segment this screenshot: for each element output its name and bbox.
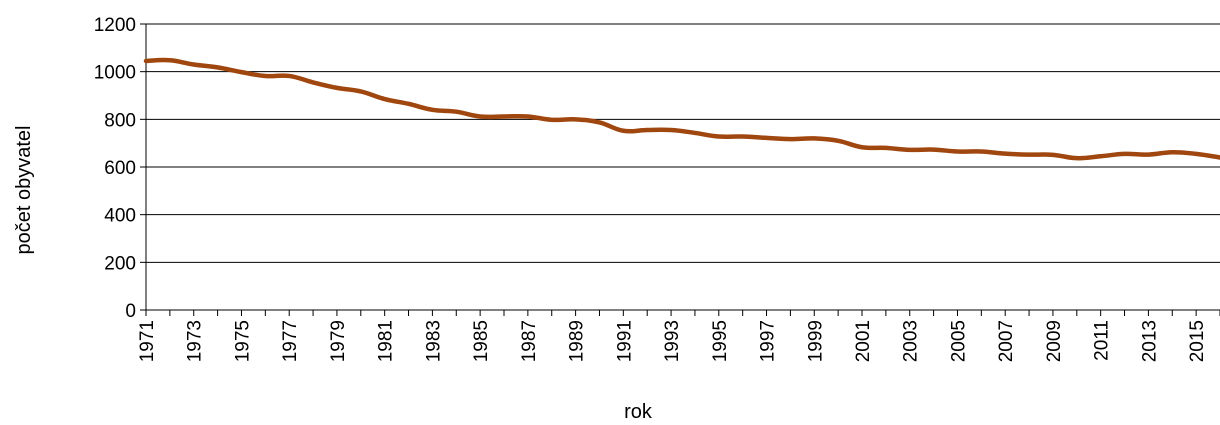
x-tick-label: 2011 — [1092, 320, 1113, 361]
y-tick-label: 200 — [104, 253, 136, 274]
x-tick-label: 2009 — [1044, 320, 1065, 362]
y-tick-label: 800 — [104, 110, 136, 131]
series-line — [143, 57, 1220, 161]
x-tick-label: 2013 — [1139, 320, 1160, 362]
x-tick-label: 1979 — [328, 320, 349, 362]
x-tick-label: 1999 — [805, 320, 826, 362]
x-tick-label: 2005 — [948, 320, 969, 362]
x-axis-title: rok — [624, 401, 653, 423]
gridlines — [146, 23, 1220, 263]
x-tick-label: 1983 — [423, 320, 444, 362]
x-tick-label: 1993 — [662, 320, 683, 362]
series-group — [143, 57, 1220, 161]
x-tick-label: 2007 — [996, 320, 1017, 362]
x-tick-label: 2001 — [853, 320, 874, 362]
y-tick-label: 1000 — [94, 63, 136, 84]
y-tick-labels: 0 200 400 600 800 1000 1200 — [94, 15, 136, 322]
y-tick-label: 1200 — [94, 15, 136, 36]
y-tick-label: 0 — [125, 301, 136, 322]
x-tick-label: 1985 — [471, 320, 492, 362]
x-tick-label: 1975 — [232, 320, 253, 362]
x-tick-label: 1991 — [614, 320, 635, 362]
x-tick-label: 2003 — [901, 320, 922, 362]
x-tick-label: 1981 — [376, 320, 397, 362]
x-tick-label: 1989 — [567, 320, 588, 362]
x-tick-label: 1973 — [185, 320, 206, 362]
x-tick-label: 1997 — [758, 320, 779, 362]
x-tick-label: 1971 — [137, 320, 158, 362]
x-tick-label: 2015 — [1187, 320, 1208, 362]
x-tick-label: 1987 — [519, 320, 540, 362]
y-axis-title: počet obyvatel — [13, 126, 35, 255]
y-tick-label: 400 — [104, 206, 136, 227]
x-tick-label: 1995 — [710, 320, 731, 362]
y-tick-label: 600 — [104, 158, 136, 179]
x-tick-labels: 1971 1973 1975 1977 1979 1981 1983 1985 1987 1989… — [137, 320, 1208, 362]
x-tick-label: 1977 — [280, 320, 301, 362]
axes — [140, 23, 1220, 316]
